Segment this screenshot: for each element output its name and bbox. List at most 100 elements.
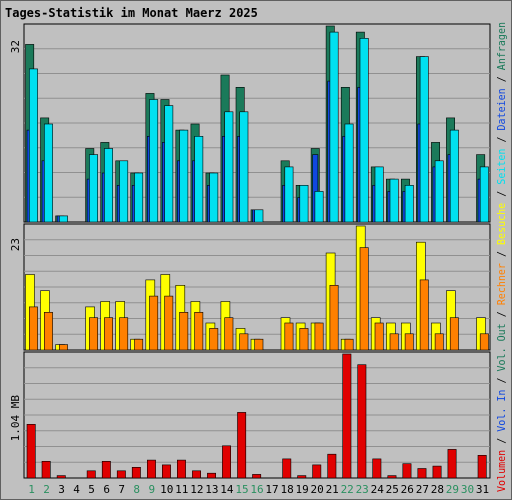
bar-seiten-day-21 <box>329 31 339 223</box>
legend-item-anfragen: Anfragen <box>495 22 508 70</box>
day-label-12: 12 <box>190 483 203 496</box>
legend-separator: / <box>495 185 508 203</box>
bar-rechner-day-7 <box>119 317 129 351</box>
bar-volumen-day-3 <box>56 475 66 479</box>
bar-seiten-day-11 <box>179 129 189 223</box>
day-label-7: 7 <box>118 483 125 496</box>
day-label-16: 16 <box>250 483 263 496</box>
day-label-23: 23 <box>356 483 369 496</box>
bar-rechner-day-21 <box>329 284 339 351</box>
day-label-30: 30 <box>461 483 474 496</box>
day-label-5: 5 <box>88 483 95 496</box>
bar-volumen-day-20 <box>312 464 322 479</box>
bar-rechner-day-25 <box>389 333 399 351</box>
bar-seiten-day-20 <box>314 191 324 223</box>
bar-seiten-day-5 <box>89 154 99 223</box>
day-label-17: 17 <box>265 483 278 496</box>
bar-seiten-day-8 <box>134 172 144 223</box>
legend-separator: / <box>495 432 508 450</box>
bar-volumen-day-13 <box>207 472 216 479</box>
day-label-24: 24 <box>371 483 385 496</box>
day-label-8: 8 <box>133 483 140 496</box>
bar-rechner-day-9 <box>149 295 159 351</box>
bar-rechner-day-27 <box>419 279 429 351</box>
day-label-27: 27 <box>416 483 429 496</box>
bar-seiten-day-24 <box>374 166 384 223</box>
bar-volumen-day-19 <box>297 475 307 479</box>
bar-rechner-day-16 <box>254 338 264 351</box>
bar-rechner-day-14 <box>224 317 234 351</box>
bar-rechner-day-11 <box>179 311 189 351</box>
bar-seiten-day-1 <box>28 68 38 223</box>
day-label-3: 3 <box>58 483 65 496</box>
bar-rechner-day-2 <box>43 311 53 351</box>
day-label-20: 20 <box>310 483 323 496</box>
bar-volumen-day-15 <box>237 412 247 479</box>
day-label-19: 19 <box>295 483 308 496</box>
bar-volumen-day-7 <box>116 470 126 479</box>
legend-item-rechner: Rechner <box>495 263 508 306</box>
day-label-22: 22 <box>341 483 354 496</box>
day-label-15: 15 <box>235 483 248 496</box>
bar-seiten-day-10 <box>164 105 174 223</box>
legend-separator: / <box>495 245 508 263</box>
day-label-31: 31 <box>476 483 489 496</box>
bar-seiten-day-28 <box>434 160 444 223</box>
bar-rechner-day-15 <box>239 333 249 351</box>
bar-seiten-day-2 <box>43 123 53 223</box>
bar-seiten-day-22 <box>344 123 354 223</box>
bar-rechner-day-12 <box>194 311 204 351</box>
bar-rechner-day-5 <box>89 317 99 351</box>
day-label-9: 9 <box>148 483 155 496</box>
bar-seiten-day-26 <box>404 185 414 223</box>
day-label-11: 11 <box>175 483 188 496</box>
bar-seiten-day-23 <box>359 37 369 223</box>
bar-volumen-day-6 <box>101 460 111 479</box>
bar-volumen-day-14 <box>222 445 231 479</box>
bar-volumen-day-8 <box>131 466 141 479</box>
legend-item-besuche: Besuche <box>495 203 508 245</box>
day-label-13: 13 <box>205 483 218 496</box>
bar-rechner-day-10 <box>164 295 174 351</box>
bar-volumen-day-25 <box>387 475 397 479</box>
legend-item-volin: Vol. In <box>495 390 508 432</box>
bar-volumen-day-22 <box>342 353 352 479</box>
bar-volumen-day-9 <box>147 459 156 479</box>
right-legend: Volumen / Vol. In / Vol. Out / Rechner /… <box>495 22 508 492</box>
day-label-25: 25 <box>386 483 399 496</box>
bar-seiten-day-3 <box>58 215 68 223</box>
y-max-label: 32 <box>9 40 22 53</box>
day-label-29: 29 <box>446 483 459 496</box>
bar-rechner-day-8 <box>134 338 144 351</box>
bar-volumen-day-28 <box>432 465 442 479</box>
bar-rechner-day-18 <box>284 322 294 351</box>
day-axis-labels: 1 2 3 4 5 6 7 8 9 10 11 12 13 14 15 16 17 18 19 20 21 22 23 24 2… <box>28 483 489 496</box>
legend-item-volumen: Volumen <box>495 450 508 492</box>
bar-seiten-day-18 <box>284 166 294 223</box>
bar-seiten-day-29 <box>449 129 459 223</box>
day-label-10: 10 <box>160 483 173 496</box>
panel-1: 32 <box>9 23 491 223</box>
bar-rechner-day-19 <box>299 328 309 351</box>
bar-seiten-day-25 <box>389 178 399 223</box>
bar-seiten-day-7 <box>119 160 129 223</box>
bar-rechner-day-3 <box>58 344 68 351</box>
y-max-label: 23 <box>9 238 22 251</box>
bar-volumen-day-12 <box>192 470 201 479</box>
bar-seiten-day-15 <box>239 111 249 223</box>
bar-volumen-day-10 <box>162 464 171 479</box>
bar-seiten-day-6 <box>104 148 114 223</box>
bar-rechner-day-31 <box>479 333 489 351</box>
bar-rechner-day-24 <box>374 322 384 351</box>
y-max-label: 1.04 MB <box>9 395 22 442</box>
legend-text: Volumen / Vol. In / Vol. Out / Rechner /… <box>495 22 508 492</box>
day-label-28: 28 <box>431 483 444 496</box>
bar-volumen-day-2 <box>41 460 51 479</box>
bar-volumen-day-18 <box>282 458 292 479</box>
bar-rechner-day-20 <box>314 322 324 351</box>
legend-item-dateien: Dateien <box>495 88 508 130</box>
bar-volumen-day-31 <box>477 454 487 479</box>
bar-volumen-day-29 <box>447 449 457 479</box>
legend-separator: / <box>495 305 508 323</box>
